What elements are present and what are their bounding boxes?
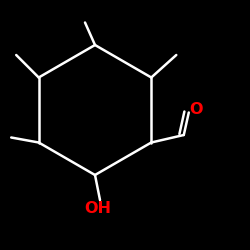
Text: O: O xyxy=(189,102,202,118)
Text: OH: OH xyxy=(84,201,111,216)
